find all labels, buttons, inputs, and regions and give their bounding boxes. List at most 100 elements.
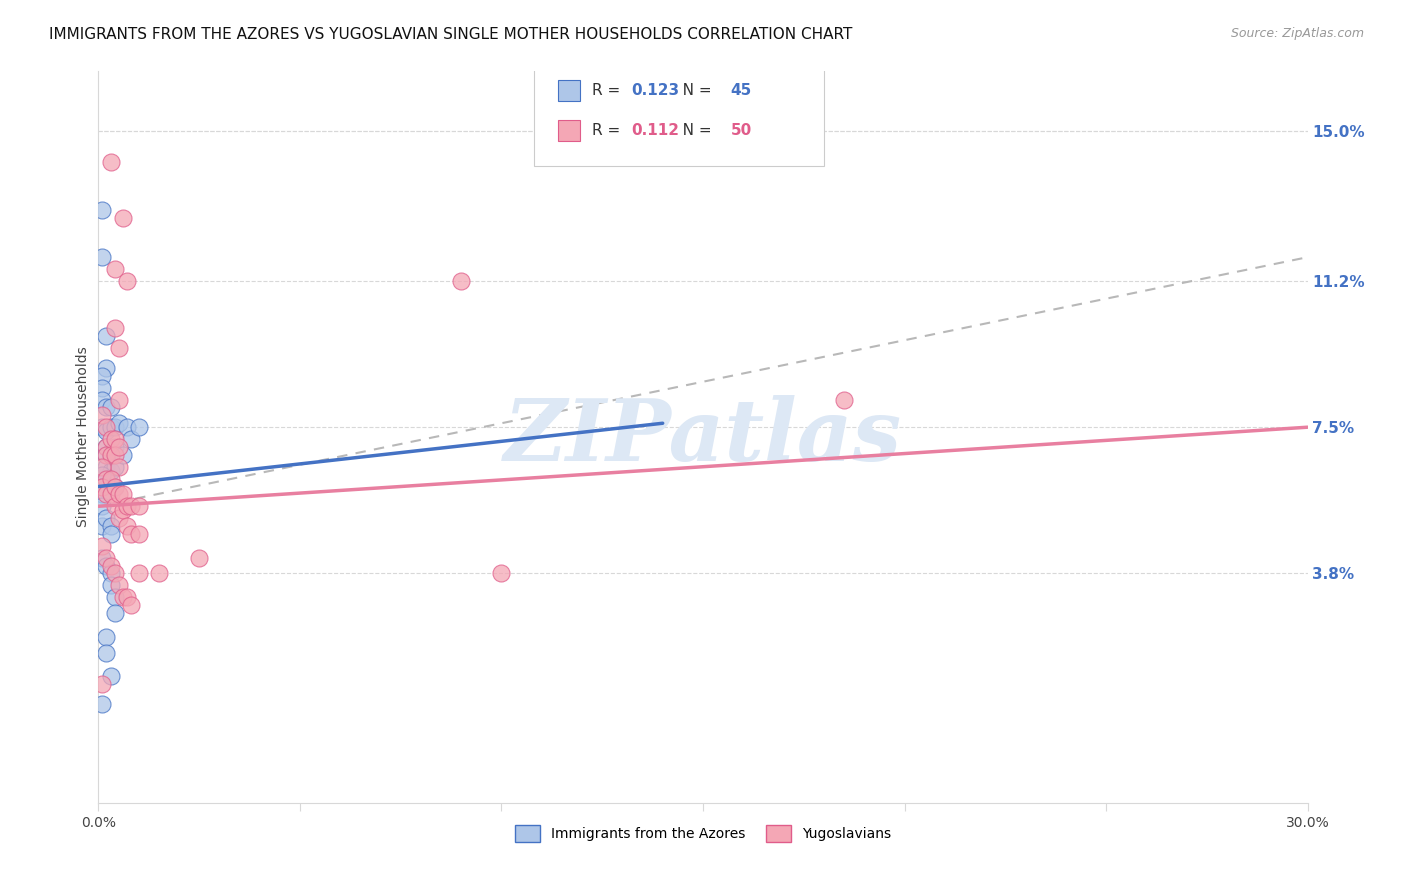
Point [100, 566, 122, 581]
Point [103, 500, 125, 514]
Point [96, 459, 118, 474]
Point [96, 558, 118, 573]
Point [450, 274, 472, 288]
Point [107, 511, 129, 525]
Point [111, 503, 134, 517]
Point [100, 578, 122, 592]
Text: N =: N = [668, 83, 717, 98]
Point [103, 321, 125, 335]
Point [91, 392, 114, 407]
Text: N =: N = [668, 123, 717, 138]
Text: 0.112: 0.112 [631, 123, 679, 138]
Text: R =: R = [592, 83, 624, 98]
Point [115, 519, 138, 533]
Point [96, 550, 118, 565]
Point [96, 440, 118, 454]
Point [91, 420, 114, 434]
Text: Source: ZipAtlas.com: Source: ZipAtlas.com [1230, 27, 1364, 40]
Point [91, 677, 114, 691]
Point [91, 409, 114, 423]
Point [100, 558, 122, 573]
Point [91, 500, 114, 514]
Point [91, 539, 114, 553]
Point [91, 250, 114, 264]
Point [96, 448, 118, 462]
Point [91, 459, 114, 474]
Point [103, 448, 125, 462]
Point [91, 368, 114, 383]
Point [96, 472, 118, 486]
Point [103, 566, 125, 581]
Point [120, 500, 142, 514]
Point [96, 424, 118, 438]
Point [128, 420, 150, 434]
Point [111, 448, 134, 462]
Point [188, 550, 211, 565]
Point [96, 511, 118, 525]
Point [103, 606, 125, 620]
Point [96, 329, 118, 343]
Point [96, 448, 118, 462]
Y-axis label: Single Mother Households: Single Mother Households [76, 347, 90, 527]
Point [96, 630, 118, 644]
Point [91, 467, 114, 482]
Point [107, 440, 129, 454]
Point [128, 527, 150, 541]
Point [100, 487, 122, 501]
Point [100, 155, 122, 169]
Text: 0.123: 0.123 [631, 83, 679, 98]
Bar [558, 120, 579, 141]
Point [832, 392, 855, 407]
Point [100, 448, 122, 462]
Point [103, 479, 125, 493]
Point [91, 697, 114, 711]
Point [491, 566, 513, 581]
Point [115, 500, 138, 514]
Point [100, 420, 122, 434]
Point [96, 420, 118, 434]
Point [91, 550, 114, 565]
Point [115, 591, 138, 605]
Point [107, 341, 129, 355]
Point [91, 479, 114, 493]
Point [100, 432, 122, 446]
Bar [558, 80, 579, 101]
Point [96, 472, 118, 486]
FancyBboxPatch shape [534, 64, 824, 167]
Text: R =: R = [592, 123, 624, 138]
Point [128, 566, 150, 581]
Point [111, 591, 134, 605]
Point [103, 420, 125, 434]
Point [103, 262, 125, 277]
Point [107, 578, 129, 592]
Point [100, 464, 122, 478]
Point [120, 598, 142, 612]
Point [91, 487, 114, 501]
Point [100, 669, 122, 683]
Point [100, 519, 122, 533]
Point [100, 527, 122, 541]
Point [103, 459, 125, 474]
Point [96, 487, 118, 501]
Point [115, 420, 138, 434]
Point [120, 527, 142, 541]
Point [103, 479, 125, 493]
Point [107, 487, 129, 501]
Legend: Immigrants from the Azores, Yugoslavians: Immigrants from the Azores, Yugoslavians [509, 819, 897, 847]
Point [103, 432, 125, 446]
Point [111, 487, 134, 501]
Point [103, 440, 125, 454]
Point [115, 274, 138, 288]
Text: 50: 50 [731, 123, 752, 138]
Point [91, 519, 114, 533]
Point [107, 416, 129, 430]
Text: 45: 45 [731, 83, 752, 98]
Point [91, 381, 114, 395]
Point [96, 401, 118, 415]
Point [100, 448, 122, 462]
Point [91, 479, 114, 493]
Point [96, 646, 118, 660]
Point [148, 566, 170, 581]
Point [120, 432, 142, 446]
Point [103, 591, 125, 605]
